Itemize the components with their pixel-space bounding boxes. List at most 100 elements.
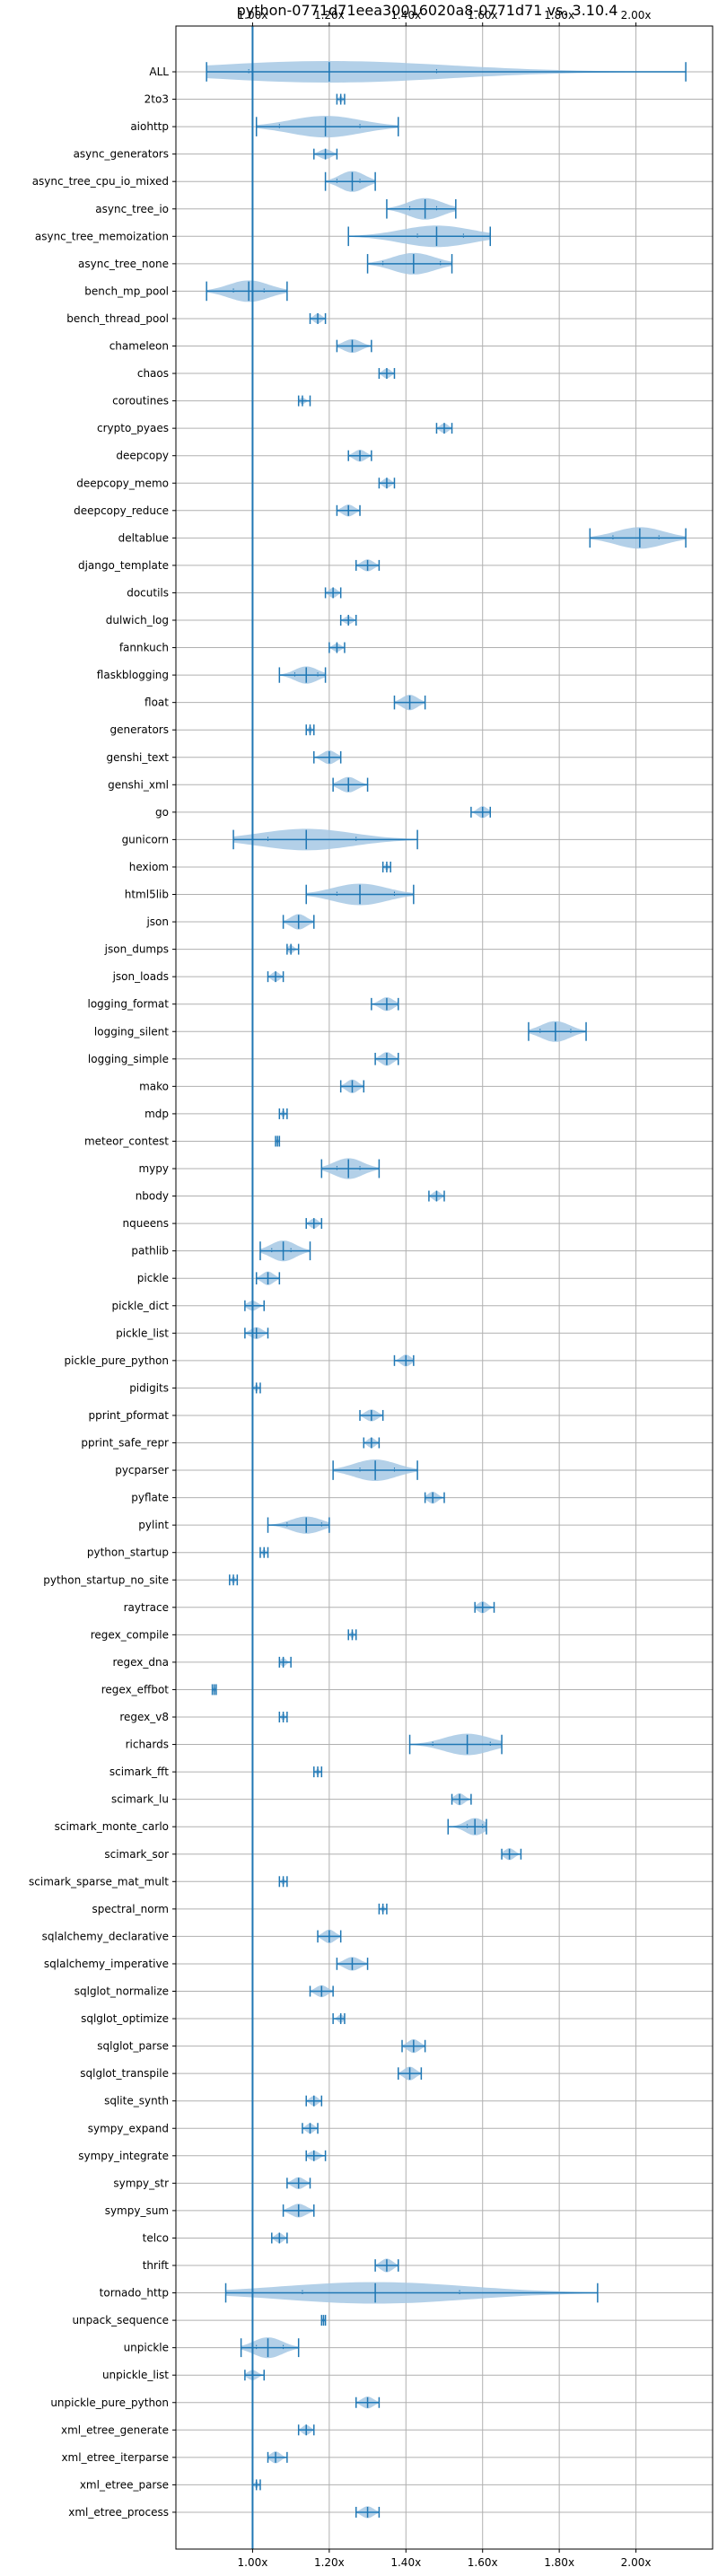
violin-sympy_expand (302, 2123, 319, 2134)
benchmark-label: nqueens (123, 1217, 169, 1230)
benchmark-label: pprint_safe_repr (81, 1437, 169, 1450)
plot-frame (175, 25, 714, 2550)
benchmark-label: scimark_lu (111, 1793, 169, 1806)
benchmark-label: async_generators (74, 148, 169, 161)
violin-nbody (428, 1190, 445, 1202)
benchmark-label: unpickle_list (102, 2369, 169, 2381)
benchmark-label: float (144, 697, 169, 709)
label-layer: 1.00x 1.00x 1.20x 1.20x 1.40x 1.40x 1.60x 1.60x… (29, 9, 651, 2569)
benchmark-label: thrift (143, 2259, 170, 2272)
violin-sympy_sum (282, 2204, 315, 2218)
benchmark-label: sympy_integrate (78, 2150, 169, 2162)
violin-sqlalchemy_declarative (317, 1929, 342, 1943)
benchmark-label: raytrace (124, 1601, 169, 1614)
benchmark-label: sympy_sum (105, 2204, 169, 2217)
violin-pickle_list (244, 1327, 269, 1339)
violin-xml_etree_iterparse (267, 2451, 288, 2464)
benchmark-label: pickle_pure_python (65, 1354, 169, 1367)
benchmark-label: sympy_expand (88, 2122, 169, 2134)
benchmark-label: hexiom (129, 861, 169, 873)
violin-xml_etree_parse (251, 2479, 261, 2491)
benchmark-label: pidigits (129, 1381, 169, 1394)
violin-flaskblogging (278, 666, 327, 684)
violin-pprint_safe_repr (363, 1437, 381, 1449)
benchmark-label: json_loads (112, 970, 169, 983)
benchmark-label: pickle_list (116, 1327, 169, 1339)
benchmark-label: flaskblogging (97, 669, 169, 681)
benchmark-label: unpack_sequence (72, 2314, 169, 2326)
x-tick-label-bottom: 1.40x (390, 2556, 421, 2569)
x-tick-label-bottom: 1.00x (238, 2556, 268, 2569)
benchmark-label: mdp (144, 1108, 169, 1120)
benchmark-label: regex_v8 (119, 1711, 169, 1723)
benchmark-label: deepcopy (116, 450, 169, 462)
benchmark-label: sqlglot_parse (97, 2040, 169, 2053)
benchmark-label: json (145, 916, 169, 928)
violin-async_generators (313, 148, 338, 160)
benchmark-label: sqlglot_normalize (74, 1985, 169, 1998)
violin-sqlglot_parse (401, 2039, 426, 2054)
benchmark-label: python_startup (87, 1546, 169, 1559)
violin-2to3 (336, 93, 346, 105)
violin-regex_effbot (211, 1684, 217, 1695)
benchmark-label: pprint_pformat (89, 1409, 170, 1422)
x-tick-label-top: 1.40x (390, 9, 421, 22)
benchmark-label: 2to3 (144, 93, 169, 106)
benchmark-label: bench_thread_pool (66, 312, 169, 325)
x-tick-label-bottom: 1.80x (544, 2556, 574, 2569)
benchmark-label: xml_etree_parse (80, 2478, 169, 2491)
benchmark-label: gunicorn (122, 833, 169, 846)
grid-layer (172, 22, 713, 2553)
violin-richards (408, 1733, 503, 1756)
benchmark-label: unpickle_pure_python (50, 2396, 169, 2409)
benchmark-label: aiohttp (130, 120, 169, 133)
x-tick-label-top: 2.00x (621, 9, 652, 22)
violin-spectral_norm (378, 1903, 388, 1914)
violin-python_startup_no_site (229, 1574, 239, 1586)
violin-chaos (378, 368, 396, 380)
violin-genshi_text (313, 750, 342, 765)
benchmark-label: sqlite_synth (104, 2095, 169, 2107)
violin-logging_format (371, 997, 399, 1012)
violin-pylint (267, 1516, 330, 1534)
violin-nqueens (305, 1218, 323, 1230)
violin-pidigits (251, 1382, 261, 1394)
violin-sympy_str (286, 2177, 311, 2189)
benchmark-label: pylint (138, 1519, 169, 1531)
x-tick-label-top: 1.20x (314, 9, 345, 22)
benchmark-label: async_tree_io (95, 203, 169, 215)
violin-go (470, 806, 492, 819)
violin-logging_silent (528, 1021, 587, 1042)
violin-scimark_sparse_mat_mult (278, 1876, 288, 1888)
benchmark-label: sqlalchemy_declarative (42, 1930, 169, 1942)
violin-sqlglot_normalize (309, 1985, 334, 1998)
violin-tornado_http (224, 2282, 599, 2304)
benchmark-label: pyflate (131, 1492, 169, 1504)
violin-scimark_fft (313, 1766, 323, 1778)
benchmark-label: tornado_http (100, 2287, 169, 2300)
violin-gunicorn (232, 828, 418, 851)
benchmark-label: logging_silent (94, 1025, 169, 1038)
violin-regex_v8 (278, 1712, 288, 1722)
chart-title: python-0771d71eea30016020a8-0771d71 vs. … (237, 2, 618, 19)
violin-deepcopy (347, 450, 372, 462)
benchmark-label: sqlalchemy_imperative (44, 1958, 169, 1970)
benchmark-label: scimark_fft (109, 1766, 169, 1778)
benchmark-label: async_tree_none (78, 258, 169, 270)
benchmark-label: meteor_contest (84, 1135, 169, 1147)
benchmark-label: fannkuch (119, 642, 169, 654)
benchmark-label: deepcopy_reduce (74, 504, 169, 517)
violin-scimark_sor (501, 1848, 522, 1861)
violin-xml_etree_process (355, 2506, 381, 2519)
benchmark-label: regex_effbot (101, 1683, 170, 1695)
violin-bench_thread_pool (309, 312, 327, 324)
violin-xml_etree_generate (297, 2424, 315, 2436)
benchmark-label: telco (143, 2231, 169, 2244)
benchmark-label: unpickle (124, 2342, 169, 2354)
benchmark-label: chaos (137, 367, 169, 380)
benchmark-label: xml_etree_process (68, 2506, 169, 2519)
benchmark-label: dulwich_log (106, 614, 169, 626)
violin-sqlglot_optimize (332, 2013, 346, 2025)
violin-deltablue (589, 527, 687, 549)
benchmark-label: pickle_dict (112, 1300, 170, 1312)
